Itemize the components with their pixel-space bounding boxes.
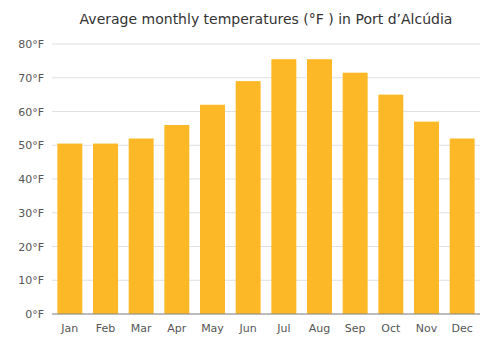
y-tick-label: 70°F — [18, 72, 44, 85]
bar — [378, 95, 403, 314]
bars — [57, 59, 474, 314]
x-tick-label: Mar — [131, 322, 152, 335]
y-tick-label: 30°F — [18, 207, 44, 220]
x-tick-label: Feb — [96, 322, 115, 335]
x-tick-label: Sep — [345, 322, 366, 335]
y-axis: 0°F 10°F 20°F 30°F 40°F 50°F 60°F 70°F 80°F — [18, 38, 44, 321]
bar — [271, 59, 296, 314]
bar — [307, 59, 332, 314]
x-tick-label: Apr — [167, 322, 187, 335]
x-tick-label: Aug — [309, 322, 330, 335]
bar — [343, 73, 368, 314]
bar — [164, 125, 189, 314]
grid-line — [52, 314, 480, 315]
grid — [52, 44, 480, 314]
y-tick-label: 60°F — [18, 106, 44, 119]
x-tick-label: May — [201, 322, 224, 335]
title: Average monthly temperatures (°F ) in Po… — [80, 11, 453, 27]
bar — [93, 144, 118, 314]
grid-line — [52, 111, 480, 112]
y-tick-label: 0°F — [25, 308, 44, 321]
grid-line — [52, 77, 480, 78]
bar — [414, 122, 439, 314]
x-tick-label: Jan — [60, 322, 78, 335]
y-tick-label: 80°F — [18, 38, 44, 51]
y-tick-label: 40°F — [18, 173, 44, 186]
x-axis: Jan Feb Mar Apr May Jun Jul Aug Sep Oct Nov Dec — [52, 314, 480, 335]
x-axis-line — [52, 314, 480, 315]
bar — [57, 144, 82, 314]
y-tick-label: 20°F — [18, 241, 44, 254]
bar — [236, 81, 261, 314]
chart-container: Average monthly temperatures (°F ) in Po… — [0, 0, 500, 350]
y-tick-label: 50°F — [18, 139, 44, 152]
x-tick-label: Dec — [452, 322, 473, 335]
x-tick-label: Jun — [239, 322, 257, 335]
x-tick-label: Nov — [416, 322, 438, 335]
chart: Average monthly temperatures (°F ) in Po… — [0, 0, 500, 350]
bar — [129, 139, 154, 315]
x-tick-label: Oct — [381, 322, 401, 335]
y-tick-label: 10°F — [18, 274, 44, 287]
bar — [200, 105, 225, 314]
grid-line — [52, 44, 480, 45]
x-tick-label: Jul — [276, 322, 290, 335]
bar — [450, 139, 475, 315]
